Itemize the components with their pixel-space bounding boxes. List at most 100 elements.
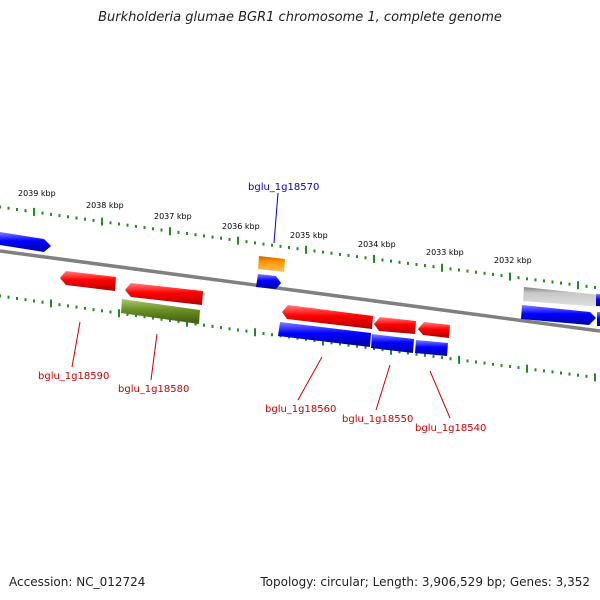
minor-tick: [339, 252, 341, 256]
gene-bglu_1g18580-red[interactable]: [125, 283, 203, 305]
gene-label-bglu_1g18560[interactable]: bglu_1g18560: [265, 404, 336, 415]
major-tick: [101, 217, 103, 226]
minor-tick: [466, 359, 469, 363]
gene-bglu_1g18550-red[interactable]: [374, 317, 416, 334]
minor-tick: [424, 353, 426, 357]
gene-grey-right[interactable]: [523, 287, 600, 307]
upper-tick-track: [0, 205, 596, 290]
minor-tick: [0, 294, 1, 298]
major-tick: [50, 299, 52, 308]
gene-bglu_1g18550-blue[interactable]: [371, 334, 414, 353]
minor-tick: [339, 342, 341, 346]
minor-tick: [347, 254, 350, 257]
gene-arrow-blue-left[interactable]: [0, 232, 51, 252]
minor-tick: [475, 360, 477, 364]
minor-tick: [551, 280, 554, 284]
major-tick: [594, 373, 596, 382]
minor-tick: [585, 284, 588, 288]
minor-tick: [407, 351, 409, 355]
leader-line-bglu_1g18550: [375, 364, 391, 411]
minor-tick: [449, 267, 452, 271]
minor-tick: [492, 272, 494, 276]
gene-blue-small[interactable]: [256, 274, 281, 289]
gene-bglu_1g18560-blue[interactable]: [278, 322, 371, 347]
major-tick: [441, 263, 443, 272]
minor-tick: [577, 373, 579, 377]
minor-tick: [67, 304, 69, 308]
minor-tick: [296, 247, 299, 251]
major-tick: [118, 309, 120, 318]
minor-tick: [526, 277, 528, 281]
chromosome-backbone: [0, 249, 600, 333]
minor-tick: [177, 230, 180, 234]
minor-tick: [245, 329, 248, 333]
minor-tick: [254, 241, 256, 245]
minor-tick: [271, 243, 273, 247]
tick-label: 2037 kbp: [154, 212, 192, 221]
gene-bglu_1g18570-orange[interactable]: [258, 256, 285, 272]
minor-tick: [449, 357, 452, 361]
minor-tick: [466, 269, 469, 273]
tick-label: 2034 kbp: [358, 240, 396, 249]
minor-tick: [58, 214, 61, 218]
minor-tick: [330, 251, 333, 255]
minor-tick: [228, 327, 231, 331]
minor-tick: [203, 234, 205, 238]
minor-tick: [24, 298, 27, 302]
minor-tick: [415, 263, 418, 266]
minor-tick: [322, 250, 324, 254]
minor-tick: [534, 368, 537, 372]
minor-tick: [517, 276, 520, 280]
gene-bglu_1g18560-red[interactable]: [282, 305, 373, 329]
tick-label: 2039 kbp: [18, 189, 56, 198]
minor-tick: [33, 299, 35, 303]
minor-tick: [424, 264, 426, 268]
minor-tick: [458, 268, 460, 272]
minor-tick: [41, 300, 44, 304]
leader-line-bglu_1g18580: [150, 333, 158, 381]
minor-tick: [126, 312, 129, 316]
minor-tick: [373, 347, 375, 350]
minor-tick: [7, 206, 10, 210]
tick-label: 2038 kbp: [86, 201, 124, 210]
accession-text: Accession: NC_012724: [9, 575, 146, 589]
minor-tick: [356, 344, 358, 348]
leader-line-bglu_1g18590: [71, 321, 81, 368]
gene-label-bglu_1g18580[interactable]: bglu_1g18580: [118, 384, 189, 395]
major-tick: [237, 236, 239, 245]
minor-tick: [126, 223, 129, 227]
major-tick: [577, 281, 579, 290]
gene-bglu_1g18540-blue[interactable]: [415, 340, 448, 356]
leader-line-bglu_1g18560: [297, 356, 323, 401]
minor-tick: [75, 216, 78, 220]
minor-tick: [492, 362, 494, 366]
minor-tick: [152, 316, 154, 320]
gene-bglu_1g18540-red[interactable]: [418, 322, 450, 338]
minor-tick: [568, 282, 571, 286]
minor-tick: [432, 354, 435, 358]
major-tick: [373, 254, 375, 263]
gene-bglu_1g18590[interactable]: [60, 271, 116, 291]
minor-tick: [543, 369, 545, 373]
minor-tick: [313, 339, 316, 342]
minor-tick: [7, 295, 10, 299]
minor-tick: [135, 314, 137, 318]
major-tick: [254, 328, 256, 337]
minor-tick: [432, 265, 435, 269]
gene-label-bglu_1g18550[interactable]: bglu_1g18550: [342, 414, 413, 425]
minor-tick: [364, 256, 367, 260]
gene-label-bglu_1g18570[interactable]: bglu_1g18570: [248, 182, 319, 193]
gene-label-bglu_1g18540[interactable]: bglu_1g18540: [415, 423, 486, 434]
minor-tick: [585, 374, 588, 378]
tick-label: 2036 kbp: [222, 222, 260, 231]
lower-tick-track: [0, 294, 596, 382]
major-tick: [33, 207, 35, 216]
minor-tick: [279, 244, 282, 248]
gene-label-bglu_1g18590[interactable]: bglu_1g18590: [38, 371, 109, 382]
gene-bglu_1g18580-olive[interactable]: [121, 299, 200, 324]
gene-blue-edge[interactable]: [597, 312, 600, 326]
minor-tick: [509, 365, 511, 368]
gene-blue-right-upper[interactable]: [596, 294, 600, 306]
minor-tick: [135, 224, 137, 228]
gene-blue-right-lower[interactable]: [521, 305, 596, 325]
